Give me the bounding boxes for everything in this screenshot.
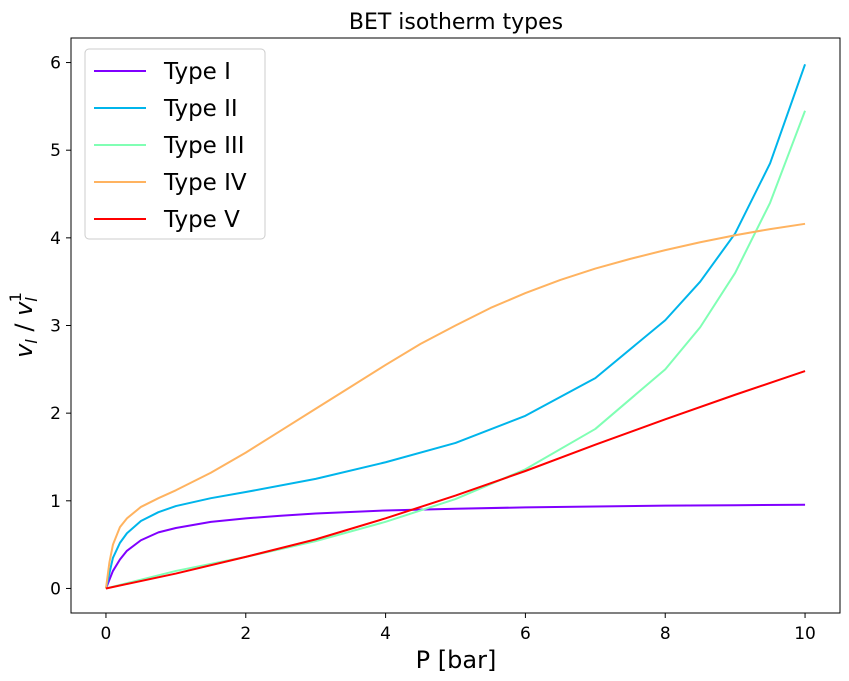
legend-label: Type III (163, 133, 245, 159)
x-tick-label: 10 (794, 624, 816, 644)
series-layer (104, 63, 806, 590)
chart-title: BET isotherm types (349, 10, 563, 35)
legend-label: Type V (163, 207, 240, 233)
y-tick-label: 3 (50, 317, 61, 337)
x-tick-label: 0 (101, 624, 112, 644)
series-line-1 (105, 503, 806, 589)
legend-frame (84, 48, 266, 240)
series-line-2 (104, 63, 806, 589)
y-tick-label: 2 (50, 404, 61, 424)
y-axis-label: vl / vl1 (6, 292, 41, 358)
x-tick-label: 8 (660, 624, 671, 644)
x-tick-label: 6 (520, 624, 531, 644)
y-axis-label-text: vl / vl1 (6, 292, 41, 358)
series-line-5 (105, 370, 806, 590)
legend: Type I Type II Type III Type IV Type V (84, 48, 266, 240)
legend-label: Type II (163, 96, 238, 122)
y-tick-label: 6 (50, 54, 61, 74)
y-tick-label: 1 (50, 492, 61, 512)
legend-label: Type IV (163, 170, 247, 196)
legend-label: Type I (163, 59, 231, 85)
x-axis-label: P [bar] (416, 646, 497, 674)
y-tick-label: 0 (50, 579, 61, 599)
y-tick-label: 5 (50, 141, 61, 161)
series-line-4 (104, 222, 806, 589)
x-axis-ticks: 0 2 4 6 8 10 (101, 613, 816, 644)
y-tick-label: 4 (50, 229, 61, 249)
x-tick-label: 4 (380, 624, 391, 644)
y-axis-ticks: 0 1 2 3 4 5 6 (50, 54, 71, 599)
x-tick-label: 2 (240, 624, 251, 644)
